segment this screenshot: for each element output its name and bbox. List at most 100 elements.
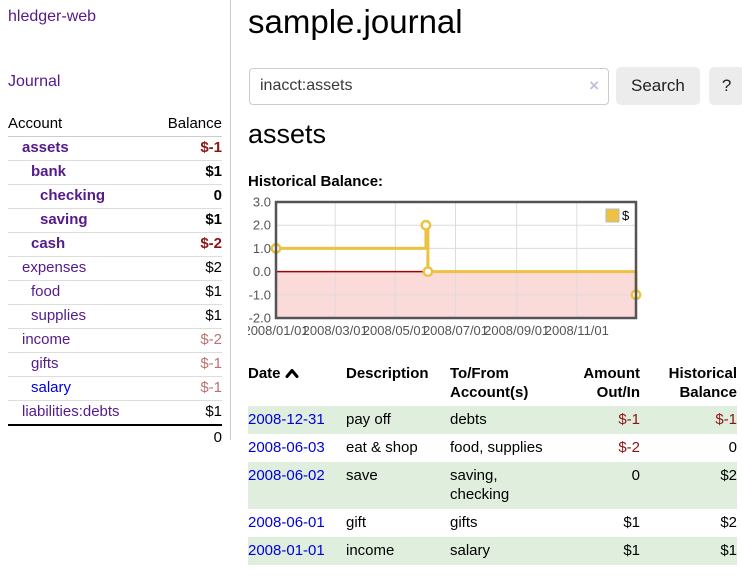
account-row: checking 0 bbox=[8, 185, 222, 209]
total-balance: 0 bbox=[213, 429, 222, 446]
account-balance: $-2 bbox=[200, 331, 222, 348]
y-tick-label: 0.0 bbox=[253, 264, 271, 279]
accounts-cell: salary bbox=[450, 542, 491, 559]
account-row: bank $1 bbox=[8, 161, 222, 185]
search-button[interactable]: Search bbox=[616, 67, 700, 105]
account-link[interactable]: food bbox=[31, 283, 61, 300]
account-balance: $1 bbox=[205, 163, 222, 180]
account-balance: $1 bbox=[205, 403, 222, 420]
register-row: 2008-06-03 eat & shop food, supplies $-2 0 bbox=[248, 434, 737, 462]
balance-cell: $-1 bbox=[715, 411, 737, 428]
accounts-cell: debts bbox=[450, 411, 487, 428]
date-cell: 2008-06-01 bbox=[248, 509, 346, 537]
account-link[interactable]: assets bbox=[22, 139, 69, 156]
account-balance: $-1 bbox=[200, 379, 222, 396]
accounts-table: Account Balance assets $-1 bank $1 checking 0… bbox=[8, 112, 222, 449]
balance-cell: $2 bbox=[720, 514, 737, 531]
accounts-cell: gifts bbox=[450, 514, 478, 531]
account-balance: $-1 bbox=[200, 355, 222, 372]
amount-cell: $-2 bbox=[618, 439, 640, 456]
account-link[interactable]: gifts bbox=[31, 355, 59, 372]
register-row: 2008-01-01 income salary $1 $1 bbox=[248, 537, 737, 565]
y-tick-label: 1.0 bbox=[253, 241, 271, 256]
transaction-date-link[interactable]: 2008-06-03 bbox=[248, 439, 325, 456]
account-balance: $2 bbox=[205, 259, 222, 276]
account-link[interactable]: income bbox=[22, 331, 71, 348]
x-tick-label: 2008/01/01 bbox=[248, 323, 309, 338]
y-tick-label: -1.0 bbox=[249, 287, 271, 302]
account-link[interactable]: checking bbox=[40, 187, 106, 204]
account-row: gifts $-1 bbox=[8, 353, 222, 377]
account-row: cash $-2 bbox=[8, 233, 222, 257]
transaction-date-link[interactable]: 2008-06-01 bbox=[248, 514, 325, 531]
account-link[interactable]: expenses bbox=[22, 259, 87, 276]
transaction-date-link[interactable]: 2008-01-01 bbox=[248, 542, 325, 559]
transaction-date-link[interactable]: 2008-12-31 bbox=[248, 411, 325, 428]
account-link[interactable]: supplies bbox=[31, 307, 87, 324]
plot-border bbox=[274, 200, 638, 320]
account-balance: $1 bbox=[205, 307, 222, 324]
balance-cell: $1 bbox=[720, 542, 737, 559]
register-table: Date Description To/From Account(s) Amount … bbox=[248, 362, 737, 565]
column-header-description: Description bbox=[346, 365, 429, 382]
y-tick-label: 3.0 bbox=[253, 196, 271, 210]
chart-svg: $3.0 2.0 1.0 0.0 -1.0 -2.02008/01/012008/03/0… bbox=[243, 195, 642, 338]
account-link[interactable]: saving bbox=[40, 211, 88, 228]
account-link[interactable]: cash bbox=[31, 235, 66, 252]
date-cell: 2008-06-02 bbox=[248, 462, 346, 509]
amount-cell: $-1 bbox=[618, 411, 640, 428]
account-balance: $1 bbox=[205, 211, 222, 228]
accounts-table-header: Account Balance bbox=[8, 112, 222, 137]
account-balance: $-2 bbox=[200, 235, 222, 252]
search-help-button[interactable]: ? bbox=[708, 67, 742, 105]
sidebar: hledger-web Journal Account Balance asse… bbox=[0, 0, 231, 446]
accounts-cell: food, supplies bbox=[450, 439, 543, 456]
account-row: saving $1 bbox=[8, 209, 222, 233]
brand-link[interactable]: hledger-web bbox=[8, 8, 97, 25]
x-tick-label: 2008/03/01 bbox=[303, 323, 368, 338]
account-link[interactable]: salary bbox=[31, 379, 72, 396]
account-column-header: Account bbox=[8, 115, 63, 132]
date-cell: 2008-01-01 bbox=[248, 537, 346, 565]
page-title: sample.journal bbox=[248, 3, 463, 40]
column-header-amount-out-in: Amount Out/In bbox=[583, 365, 640, 401]
description-cell: pay off bbox=[346, 411, 391, 428]
search-input-wrap: × bbox=[249, 67, 609, 105]
accounts-total-row: 0 bbox=[8, 424, 222, 449]
amount-cell: $1 bbox=[623, 514, 640, 531]
transaction-date-link[interactable]: 2008-06-02 bbox=[248, 467, 325, 484]
description-cell: income bbox=[346, 542, 395, 559]
account-row: assets $-1 bbox=[8, 137, 222, 161]
sidebar-item-journal[interactable]: Journal bbox=[8, 73, 61, 90]
y-tick-label: -2.0 bbox=[249, 311, 271, 326]
data-point bbox=[422, 266, 434, 278]
balance-column-header: Balance bbox=[167, 115, 222, 132]
account-row: income $-2 bbox=[8, 329, 222, 353]
register-row: 2008-12-31 pay off debts $-1 $-1 bbox=[248, 406, 737, 434]
date-cell: 2008-12-31 bbox=[248, 406, 346, 434]
x-tick-label: 2008/05/01 bbox=[363, 323, 428, 338]
y-tick-label: 2.0 bbox=[253, 218, 271, 233]
accounts-cell: saving, checking bbox=[450, 467, 510, 503]
accounts-list: assets $-1 bank $1 checking 0 saving $1 cash $-2 e… bbox=[8, 137, 222, 424]
account-row: expenses $2 bbox=[8, 257, 222, 281]
column-header-to-from-account-s-: To/From Account(s) bbox=[450, 365, 529, 401]
x-tick-label: 2008/09/01 bbox=[484, 323, 549, 338]
account-link[interactable]: liabilities:debts bbox=[22, 403, 120, 420]
account-row: liabilities:debts $1 bbox=[8, 401, 222, 424]
account-row: supplies $1 bbox=[8, 305, 222, 329]
x-tick-label: 2008/07/01 bbox=[423, 323, 488, 338]
balance-cell: $2 bbox=[720, 467, 737, 484]
search-input[interactable] bbox=[249, 67, 609, 105]
chart-heading: Historical Balance: bbox=[248, 173, 384, 190]
account-link[interactable]: bank bbox=[31, 163, 67, 180]
data-point bbox=[420, 219, 432, 231]
register-row: 2008-06-02 save saving, checking 0 $2 bbox=[248, 462, 737, 509]
register-header-row: Date Description To/From Account(s) Amount … bbox=[248, 362, 737, 406]
account-balance: $-1 bbox=[200, 139, 222, 156]
search-form: × Search ? bbox=[249, 67, 742, 105]
clear-search-icon[interactable]: × bbox=[589, 75, 599, 95]
column-header-date[interactable]: Date bbox=[248, 362, 346, 406]
historical-balance-chart: $3.0 2.0 1.0 0.0 -1.0 -2.0 2008/01/01 2008/03/0… bbox=[243, 195, 648, 347]
